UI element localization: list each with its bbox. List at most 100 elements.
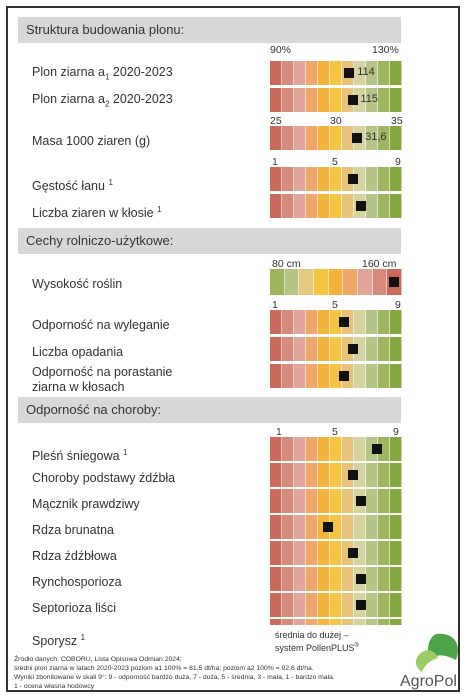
rating-bar <box>270 489 402 513</box>
rating-bar <box>270 463 402 487</box>
bar-segment <box>366 310 378 334</box>
bar-segment <box>282 364 294 388</box>
bar-segment <box>318 463 330 487</box>
bar-segment <box>294 61 306 85</box>
bar-segment <box>390 194 402 218</box>
page-frame <box>6 6 460 692</box>
bar-segment <box>282 541 294 565</box>
bar-segment <box>282 619 294 625</box>
footnote-source: Źródło danych: COBORU, Lista Opisowa Odm… <box>14 656 182 663</box>
bar-segment <box>294 541 306 565</box>
bar-segment <box>318 619 330 625</box>
row-label-snow-mould: Pleśń śniegowa 1 <box>32 448 128 464</box>
value-marker <box>339 371 350 381</box>
bar-segment <box>306 515 318 539</box>
bar-segment <box>270 88 282 112</box>
bar-segment <box>366 194 378 218</box>
bar-segment <box>318 593 330 617</box>
rating-bar <box>270 364 402 388</box>
bar-segment <box>366 515 378 539</box>
bar-segment <box>270 567 282 591</box>
row-label-stem-rust: Rdza źdźbłowa <box>32 549 117 563</box>
row-label-septoria: Septorioza liści <box>32 601 117 615</box>
rating-bar <box>270 88 402 112</box>
value-marker <box>372 444 383 454</box>
bar-segment <box>342 489 354 513</box>
bar-segment <box>390 310 402 334</box>
bar-segment <box>366 463 378 487</box>
bar-segment <box>270 167 282 191</box>
bar-segment <box>354 167 366 191</box>
bar-segment <box>378 567 390 591</box>
bar-segment <box>372 269 388 295</box>
value-marker <box>347 548 358 558</box>
bar-segment <box>354 463 366 487</box>
scale-a-min: 1 <box>272 156 278 168</box>
bar-segment <box>294 463 306 487</box>
row-label-stand-density: Gęstość łanu 1 <box>32 178 113 194</box>
bar-segment <box>390 619 402 625</box>
bar-segment <box>366 167 378 191</box>
bar-segment <box>306 567 318 591</box>
bar-segment <box>390 337 402 361</box>
bar-segment <box>318 541 330 565</box>
scale-height-min: 80 cm <box>272 258 301 270</box>
bar-segment <box>390 489 402 513</box>
bar-segment <box>330 88 342 112</box>
bar-segment <box>390 364 402 388</box>
bar-segment <box>366 88 378 112</box>
footnote-scale: Wyniki zbonitowane w skali 9°: 9 - odpor… <box>14 674 335 681</box>
bar-segment <box>330 167 342 191</box>
bar-segment <box>282 463 294 487</box>
bar-segment <box>306 593 318 617</box>
bar-segment <box>282 88 294 112</box>
bar-segment <box>313 269 329 295</box>
scale-a-mid: 5 <box>332 156 338 168</box>
value-label: 31,6 <box>365 131 387 143</box>
bar-segment <box>294 619 306 625</box>
bar-segment <box>330 337 342 361</box>
bar-segment <box>306 437 318 461</box>
bar-segment <box>306 619 318 625</box>
bar-segment <box>366 593 378 617</box>
logo-text: AgroPol <box>400 673 457 690</box>
bar-segment <box>342 437 354 461</box>
rating-bar <box>270 337 402 361</box>
value-marker <box>352 133 363 143</box>
bar-segment <box>318 61 330 85</box>
bar-segment <box>330 619 342 625</box>
row-label-rhynchosporium: Rynchosporioza <box>32 575 122 589</box>
bar-segment <box>270 489 282 513</box>
bar-segment <box>282 437 294 461</box>
bar-segment <box>378 463 390 487</box>
bar-segment <box>378 88 390 112</box>
bar-segment <box>270 126 282 150</box>
bar-segment <box>306 489 318 513</box>
bar-segment <box>318 167 330 191</box>
bar-segment <box>366 364 378 388</box>
value-marker <box>347 174 358 184</box>
bar-segment <box>378 593 390 617</box>
bar-segment <box>294 337 306 361</box>
bar-segment <box>318 194 330 218</box>
bar-segment <box>343 269 358 295</box>
bar-segment <box>330 437 342 461</box>
bar-segment <box>366 337 378 361</box>
row-label-falling-number: Liczba opadania <box>32 345 124 359</box>
scale-c-min: 1 <box>276 426 282 438</box>
bar-segment <box>294 593 306 617</box>
scale-tkw-mid: 30 <box>330 115 342 127</box>
row-label-mildew: Mącznik prawdziwy <box>32 497 140 511</box>
bar-segment <box>330 567 342 591</box>
bar-segment <box>390 515 402 539</box>
bar-segment <box>357 269 373 295</box>
bar-segment <box>330 126 342 150</box>
bar-segment <box>294 489 306 513</box>
rating-bar <box>270 515 402 539</box>
bar-segment <box>378 437 390 461</box>
value-marker <box>355 600 366 610</box>
bar-segment <box>294 515 306 539</box>
legend-line-2: system PollenPLUS® <box>275 643 359 653</box>
scale-yield-min: 90% <box>270 44 292 56</box>
bar-segment <box>282 61 294 85</box>
